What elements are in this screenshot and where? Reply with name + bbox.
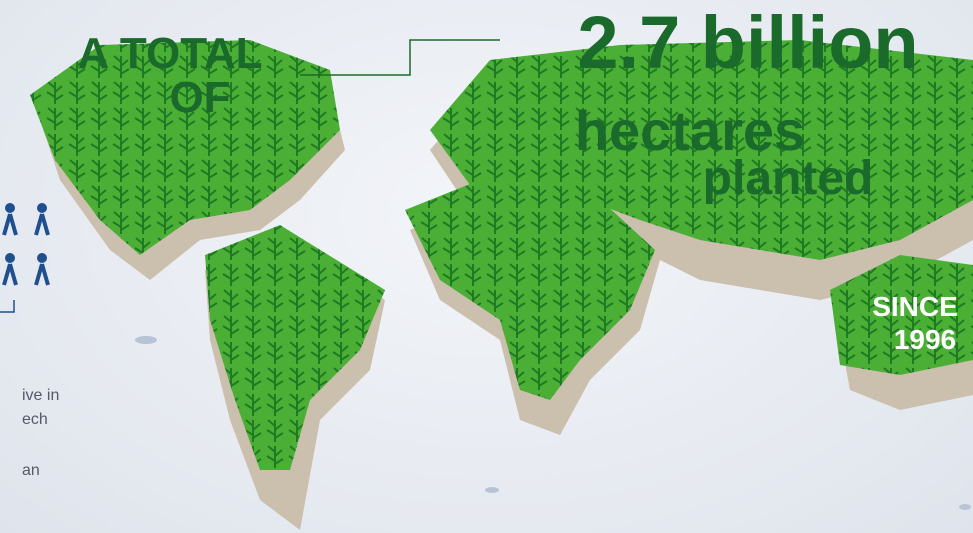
world-map: A TOTAL OF 2.7 billion hectares planted … bbox=[0, 0, 973, 533]
sidebar-text: an bbox=[22, 462, 40, 479]
since-year: 1996 bbox=[894, 324, 956, 355]
shadow bbox=[135, 336, 157, 344]
south-america bbox=[205, 225, 385, 530]
sidebar-text: ive in bbox=[22, 387, 59, 404]
infographic: A TOTAL OF 2.7 billion hectares planted … bbox=[0, 0, 973, 533]
people-icons bbox=[4, 203, 48, 285]
unit-text: planted bbox=[703, 152, 874, 205]
shadow bbox=[485, 487, 499, 493]
shadow bbox=[959, 504, 971, 510]
sidebar-text: ech bbox=[22, 411, 48, 428]
since-text: SINCE bbox=[872, 291, 958, 322]
connector bbox=[300, 40, 500, 75]
lead-text: OF bbox=[169, 73, 230, 122]
bracket bbox=[0, 300, 14, 312]
lead-text: A TOTAL bbox=[78, 29, 263, 78]
figure: 2.7 billion bbox=[577, 1, 918, 84]
